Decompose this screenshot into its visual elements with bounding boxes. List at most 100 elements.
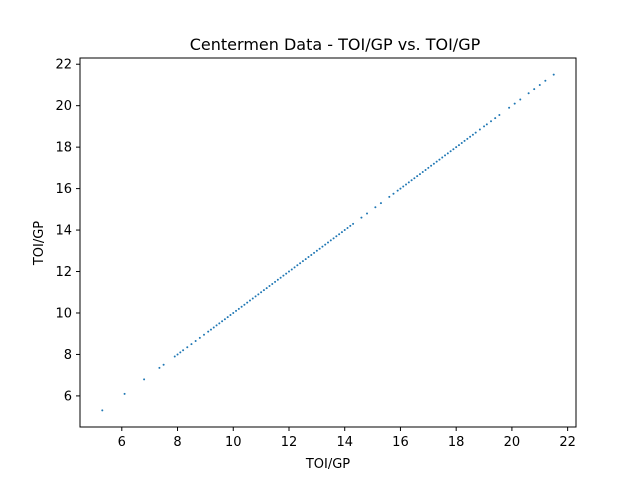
data-point (265, 287, 268, 290)
data-point (307, 256, 310, 259)
data-point (463, 139, 466, 142)
data-point (235, 309, 238, 312)
data-point (304, 258, 307, 261)
data-point (471, 133, 474, 136)
data-point (388, 195, 391, 198)
data-point (315, 249, 318, 252)
data-point (123, 392, 126, 395)
data-point (416, 175, 419, 178)
y-tick-label: 18 (55, 141, 72, 156)
y-tick-label: 10 (55, 306, 72, 321)
data-point (207, 330, 210, 333)
data-point (223, 318, 226, 321)
data-point (232, 311, 235, 314)
chart-title: Centermen Data - TOI/GP vs. TOI/GP (190, 35, 481, 54)
x-tick-label: 16 (392, 435, 409, 450)
data-point (346, 226, 349, 229)
data-point (460, 141, 463, 144)
data-point (248, 299, 251, 302)
data-point (402, 185, 405, 188)
x-axis-ticks: 6 8 10 12 14 16 18 20 22 (118, 427, 576, 450)
data-point (374, 206, 377, 209)
data-point (533, 88, 536, 91)
data-point (405, 183, 408, 186)
data-point (494, 117, 497, 120)
y-tick-label: 12 (55, 265, 72, 280)
y-axis-ticks: 6 8 10 12 14 16 18 20 22 (55, 58, 80, 404)
data-point (490, 120, 493, 123)
data-point (418, 173, 421, 176)
data-point (162, 363, 165, 366)
data-point (215, 324, 218, 327)
data-point (519, 98, 522, 101)
data-point (260, 291, 263, 294)
data-point (446, 152, 449, 155)
data-point (296, 264, 299, 267)
data-point (483, 125, 486, 128)
x-axis-label: TOI/GP (305, 457, 350, 472)
data-point (329, 239, 332, 242)
data-point (287, 270, 290, 273)
data-point (508, 106, 511, 109)
y-tick-label: 14 (55, 224, 72, 239)
data-point (274, 280, 277, 283)
y-tick-label: 6 (64, 389, 72, 404)
data-point (335, 235, 338, 238)
data-point (478, 128, 481, 131)
data-point (360, 216, 363, 219)
y-tick-label: 20 (55, 99, 72, 114)
data-point (332, 237, 335, 240)
data-point (279, 276, 282, 279)
data-point (318, 247, 321, 250)
data-point (421, 171, 424, 174)
data-point (226, 316, 229, 319)
data-point (424, 168, 427, 171)
data-point (396, 189, 399, 192)
data-point (186, 346, 189, 349)
data-point (410, 179, 413, 182)
data-point (340, 231, 343, 234)
x-tick-label: 14 (336, 435, 353, 450)
data-point (413, 177, 416, 180)
data-point (407, 181, 410, 184)
data-point (271, 282, 274, 285)
data-point (290, 268, 293, 271)
plot-points (101, 73, 555, 412)
data-point (324, 243, 327, 246)
data-point (203, 333, 205, 336)
data-point (432, 162, 435, 165)
data-point (293, 266, 296, 269)
data-point (198, 336, 201, 339)
data-point (457, 144, 460, 147)
data-point (485, 123, 488, 126)
data-point (441, 156, 444, 159)
x-tick-label: 8 (173, 435, 181, 450)
data-point (251, 297, 254, 300)
y-axis-label: TOI/GP (32, 221, 47, 266)
data-point (379, 202, 382, 205)
y-tick-label: 8 (64, 348, 72, 363)
x-tick-label: 18 (448, 435, 465, 450)
data-point (143, 378, 146, 381)
data-point (527, 92, 530, 95)
y-tick-label: 22 (55, 58, 72, 73)
data-point (268, 285, 271, 288)
data-point (466, 137, 469, 140)
data-point (194, 339, 197, 342)
data-point (455, 146, 458, 149)
data-point (552, 73, 555, 76)
data-point (173, 355, 176, 358)
data-point (430, 164, 433, 167)
data-point (452, 148, 455, 151)
data-point (301, 260, 304, 263)
data-point (276, 278, 279, 281)
data-point (366, 212, 369, 215)
data-point (209, 328, 212, 331)
data-point (262, 289, 265, 292)
data-point (427, 166, 430, 169)
data-point (176, 353, 179, 356)
data-point (310, 253, 313, 256)
data-point (254, 295, 257, 298)
y-tick-label: 16 (55, 182, 72, 197)
